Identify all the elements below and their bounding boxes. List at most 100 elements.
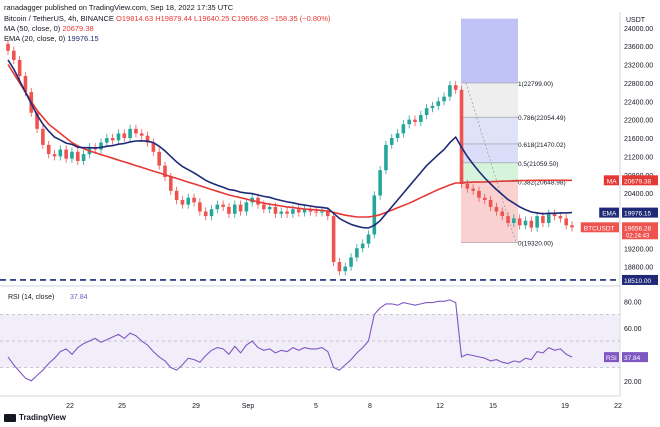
ema-value: 19976.15 bbox=[67, 34, 99, 43]
candle-body bbox=[546, 213, 551, 223]
candle-body bbox=[169, 177, 173, 191]
candle-body bbox=[448, 85, 452, 97]
symbol-name: Bitcoin / TetherUS, 4h, BINANCE bbox=[4, 14, 114, 23]
countdown-label: 02:24:43 bbox=[626, 233, 650, 239]
candle-body bbox=[128, 128, 132, 139]
candle-body bbox=[355, 248, 359, 258]
candle-body bbox=[203, 211, 208, 217]
fib-band bbox=[461, 181, 518, 243]
fib-level-label: 0.618(21470.02) bbox=[518, 142, 566, 149]
ema-price-tag-value: 19976.15 bbox=[624, 211, 651, 218]
candle-body bbox=[477, 190, 481, 198]
candle-body bbox=[52, 154, 57, 157]
candle-body bbox=[552, 213, 557, 217]
candle-body bbox=[453, 85, 458, 90]
price-tick-label: 23200.00 bbox=[624, 63, 653, 70]
candle-body bbox=[232, 204, 237, 214]
candle-body bbox=[134, 128, 138, 134]
time-tick-label: 19 bbox=[561, 403, 569, 410]
candle-body bbox=[110, 138, 115, 141]
last-price-tag-label: BTCUSDT bbox=[584, 225, 615, 232]
candle-body bbox=[558, 216, 563, 219]
candle-body bbox=[529, 220, 534, 228]
candle-body bbox=[488, 200, 493, 207]
fib-level-label: 0.382(20648.98) bbox=[518, 180, 566, 187]
ma-legend[interactable]: MA (50, close, 0) 20679.38 bbox=[4, 24, 94, 33]
candle-body bbox=[238, 204, 243, 212]
candle-body bbox=[209, 209, 214, 217]
candle-body bbox=[308, 209, 313, 212]
support-price-tag-value-box bbox=[622, 274, 658, 285]
ema-price-tag-label-box bbox=[599, 207, 619, 218]
candle-body bbox=[186, 197, 191, 205]
rsi-tick-label: 80.00 bbox=[624, 299, 642, 306]
candle-body bbox=[41, 128, 45, 145]
publisher-line: ranadagger published on TradingView.com,… bbox=[4, 3, 233, 12]
candle-body bbox=[285, 211, 289, 214]
candle-body bbox=[459, 89, 464, 184]
ema-price-tag-label: EMA bbox=[602, 211, 617, 218]
last-price-tag-label-box bbox=[580, 222, 619, 233]
time-tick-label: 8 bbox=[368, 403, 372, 410]
candle-body bbox=[215, 204, 220, 210]
candle-body bbox=[343, 266, 348, 272]
candle-body bbox=[325, 211, 330, 217]
candle-body bbox=[372, 195, 377, 235]
price-tick-label: 24000.00 bbox=[624, 26, 653, 33]
ma-value: 20679.38 bbox=[62, 24, 94, 33]
candle-body bbox=[273, 206, 278, 214]
fib-band bbox=[461, 143, 518, 163]
ema-label: EMA (20, close, 0) bbox=[4, 34, 66, 43]
fib-projection-box bbox=[461, 18, 518, 83]
rsi-tag-value-box bbox=[622, 352, 648, 363]
candle-body bbox=[145, 135, 150, 143]
ma-price-tag-label: MA bbox=[607, 178, 617, 185]
candle-body bbox=[337, 262, 342, 272]
symbol-line: Bitcoin / TetherUS, 4h, BINANCE O19814.6… bbox=[4, 14, 330, 23]
candle-body bbox=[46, 144, 51, 155]
rsi-tag-label: RSI bbox=[606, 355, 617, 362]
ema20-line bbox=[7, 59, 573, 229]
candle-body bbox=[430, 105, 435, 109]
candle-body bbox=[512, 218, 516, 223]
watermark-text: TradingView bbox=[19, 413, 66, 422]
price-tick-label: 20400.00 bbox=[624, 191, 653, 198]
candle-body bbox=[389, 138, 394, 145]
rsi-tag-value: 37.84 bbox=[624, 355, 641, 362]
price-tick-label: 18800.00 bbox=[624, 265, 653, 272]
candle-body bbox=[198, 202, 202, 212]
candle-body bbox=[116, 133, 121, 141]
time-tick-label: 22 bbox=[614, 403, 622, 410]
candle-body bbox=[506, 216, 510, 223]
candle-body bbox=[17, 59, 22, 77]
candle-body bbox=[157, 151, 161, 166]
tradingview-watermark[interactable]: TradingView bbox=[4, 413, 66, 422]
time-tick-label: Sep bbox=[242, 403, 255, 410]
candle-body bbox=[267, 206, 272, 210]
candle-body bbox=[360, 243, 365, 249]
ema-price-tag-value-box bbox=[622, 207, 658, 218]
candle-body bbox=[262, 204, 266, 210]
candle-body bbox=[517, 218, 522, 226]
candle-body bbox=[221, 204, 225, 207]
price-tick-label: 19200.00 bbox=[624, 246, 653, 253]
ma-price-tag-label-box bbox=[603, 175, 619, 186]
candle-body bbox=[384, 144, 388, 171]
ema-legend[interactable]: EMA (20, close, 0) 19976.15 bbox=[4, 34, 99, 43]
rsi-tick-label: 60.00 bbox=[624, 326, 642, 333]
candle-body bbox=[81, 154, 86, 161]
candle-body bbox=[58, 149, 63, 157]
candle-body bbox=[314, 211, 318, 213]
ma-label: MA (50, close, 0) bbox=[4, 24, 61, 33]
time-tick-label: 12 bbox=[436, 403, 444, 410]
candle-body bbox=[564, 218, 568, 226]
ma50-line bbox=[7, 64, 572, 218]
candle-body bbox=[494, 206, 499, 212]
time-tick-label: 29 bbox=[192, 403, 200, 410]
ma-price-tag-value-box bbox=[622, 175, 658, 186]
price-tick-label: 23600.00 bbox=[624, 44, 653, 51]
price-tick-label: 22400.00 bbox=[624, 99, 653, 106]
price-tick-label: 21600.00 bbox=[624, 136, 653, 143]
candle-body bbox=[407, 119, 411, 125]
